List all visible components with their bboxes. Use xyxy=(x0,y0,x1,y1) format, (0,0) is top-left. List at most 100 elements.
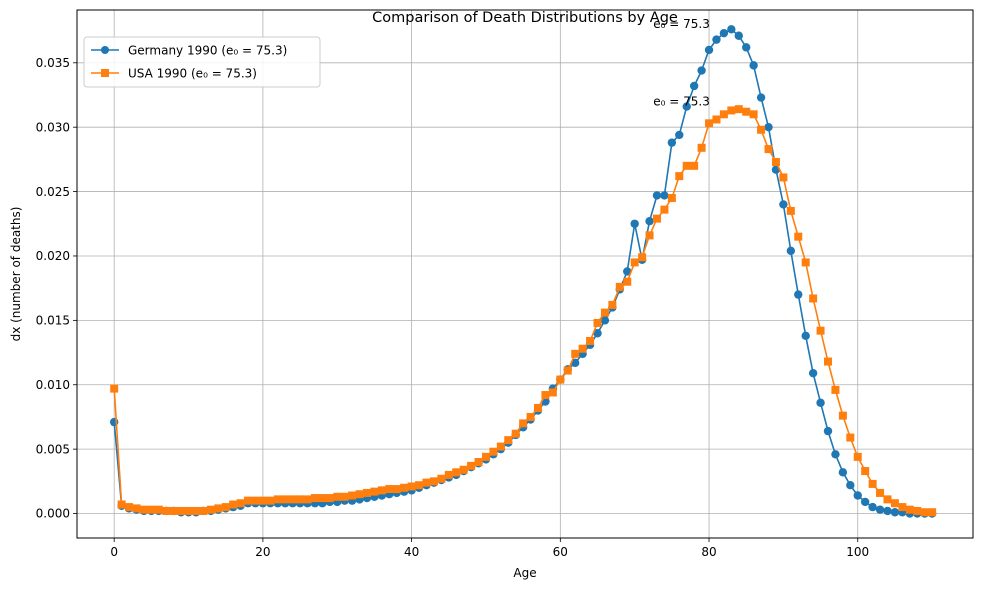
data-point-usa xyxy=(437,474,446,483)
data-point-usa xyxy=(675,172,684,181)
data-point-germany xyxy=(630,219,639,228)
data-point-usa xyxy=(608,300,617,309)
y-tick-label: 0.020 xyxy=(36,249,70,263)
annotations: e₀ = 75.3 e₀ = 75.3 xyxy=(653,17,710,108)
legend-label-germany: Germany 1990 (e₀ = 75.3) xyxy=(128,44,287,58)
data-point-usa xyxy=(422,478,431,487)
data-point-germany xyxy=(600,316,610,325)
data-point-usa xyxy=(147,505,156,514)
data-point-usa xyxy=(452,468,461,477)
x-tick-label: 80 xyxy=(701,545,716,559)
data-point-germany xyxy=(623,267,632,276)
x-tick-label: 100 xyxy=(846,545,869,559)
data-point-usa xyxy=(861,467,870,476)
data-point-germany xyxy=(667,138,677,147)
data-point-usa xyxy=(883,495,892,504)
data-point-germany xyxy=(675,130,684,140)
y-tick-label: 0.015 xyxy=(36,314,70,328)
data-point-usa xyxy=(786,206,795,215)
data-point-usa xyxy=(236,499,245,508)
axis-ticks: 0 20 40 60 80 100 0.000 0.005 0.010 0.015 0.020 0.0… xyxy=(36,56,870,559)
data-point-germany xyxy=(860,497,870,507)
data-point-usa xyxy=(214,504,223,513)
data-point-usa xyxy=(266,496,275,505)
data-point-germany xyxy=(719,28,729,38)
data-point-germany xyxy=(652,191,662,200)
data-point-usa xyxy=(838,411,847,420)
data-point-germany xyxy=(593,329,602,338)
data-point-usa xyxy=(221,503,230,512)
data-point-usa xyxy=(132,504,141,513)
data-point-usa xyxy=(652,214,661,223)
data-point-usa xyxy=(348,491,357,500)
data-point-germany xyxy=(697,66,706,75)
y-tick-label: 0.035 xyxy=(36,56,70,70)
data-point-usa xyxy=(928,508,937,517)
data-point-usa xyxy=(355,490,364,499)
data-point-usa xyxy=(876,488,885,497)
data-point-usa xyxy=(749,110,758,119)
data-point-usa xyxy=(333,492,342,501)
data-point-usa xyxy=(139,505,148,514)
data-point-usa xyxy=(534,403,543,412)
data-point-usa xyxy=(779,173,788,182)
data-point-usa xyxy=(920,508,929,517)
data-point-germany xyxy=(816,398,825,407)
data-point-usa xyxy=(184,506,193,515)
data-point-usa xyxy=(801,258,810,267)
legend-box xyxy=(83,36,321,88)
data-point-usa xyxy=(615,282,624,291)
data-point-germany xyxy=(682,102,691,111)
data-point-usa xyxy=(682,161,691,170)
data-point-usa xyxy=(177,506,186,515)
data-point-usa xyxy=(548,388,557,397)
data-point-usa xyxy=(712,115,721,124)
data-point-usa xyxy=(489,447,498,456)
data-point-usa xyxy=(519,419,528,428)
data-point-usa xyxy=(645,231,654,240)
data-point-usa xyxy=(415,481,424,490)
data-point-usa xyxy=(110,384,119,393)
data-point-usa xyxy=(273,495,282,504)
data-point-usa xyxy=(162,506,171,515)
y-tick-label: 0.005 xyxy=(36,442,70,456)
legend: Germany 1990 (e₀ = 75.3) USA 1990 (e₀ = … xyxy=(83,36,321,88)
data-point-usa xyxy=(541,391,550,400)
data-point-germany xyxy=(570,358,580,368)
data-point-usa xyxy=(318,494,327,503)
legend-marker-germany xyxy=(101,46,109,54)
grid-lines xyxy=(77,10,973,538)
data-point-germany xyxy=(846,481,855,490)
data-point-usa xyxy=(630,258,639,267)
data-point-usa xyxy=(481,452,490,461)
plot-series xyxy=(109,25,937,518)
data-point-usa xyxy=(444,470,453,479)
data-point-germany xyxy=(645,217,654,226)
data-point-germany xyxy=(823,426,833,436)
data-point-usa xyxy=(727,106,736,115)
data-point-germany xyxy=(689,81,699,91)
data-point-germany xyxy=(756,93,766,102)
data-point-usa xyxy=(400,483,409,492)
data-point-germany xyxy=(868,502,877,512)
data-point-germany xyxy=(831,450,840,459)
x-axis-label: Age xyxy=(513,566,536,580)
y-tick-label: 0.030 xyxy=(36,120,70,134)
data-point-usa xyxy=(890,499,899,508)
data-point-usa xyxy=(429,477,438,486)
data-point-usa xyxy=(229,500,238,509)
data-point-usa xyxy=(496,442,505,451)
series-line-usa xyxy=(113,108,933,514)
data-point-usa xyxy=(638,253,647,262)
data-point-germany xyxy=(742,43,751,52)
data-point-usa xyxy=(392,485,401,494)
data-point-usa xyxy=(734,105,743,114)
data-point-usa xyxy=(697,143,706,152)
data-point-usa xyxy=(459,465,468,474)
data-point-usa xyxy=(154,505,163,514)
data-point-usa xyxy=(705,119,714,128)
data-point-usa xyxy=(571,349,580,358)
data-point-usa xyxy=(258,496,267,505)
data-point-usa xyxy=(362,488,371,497)
